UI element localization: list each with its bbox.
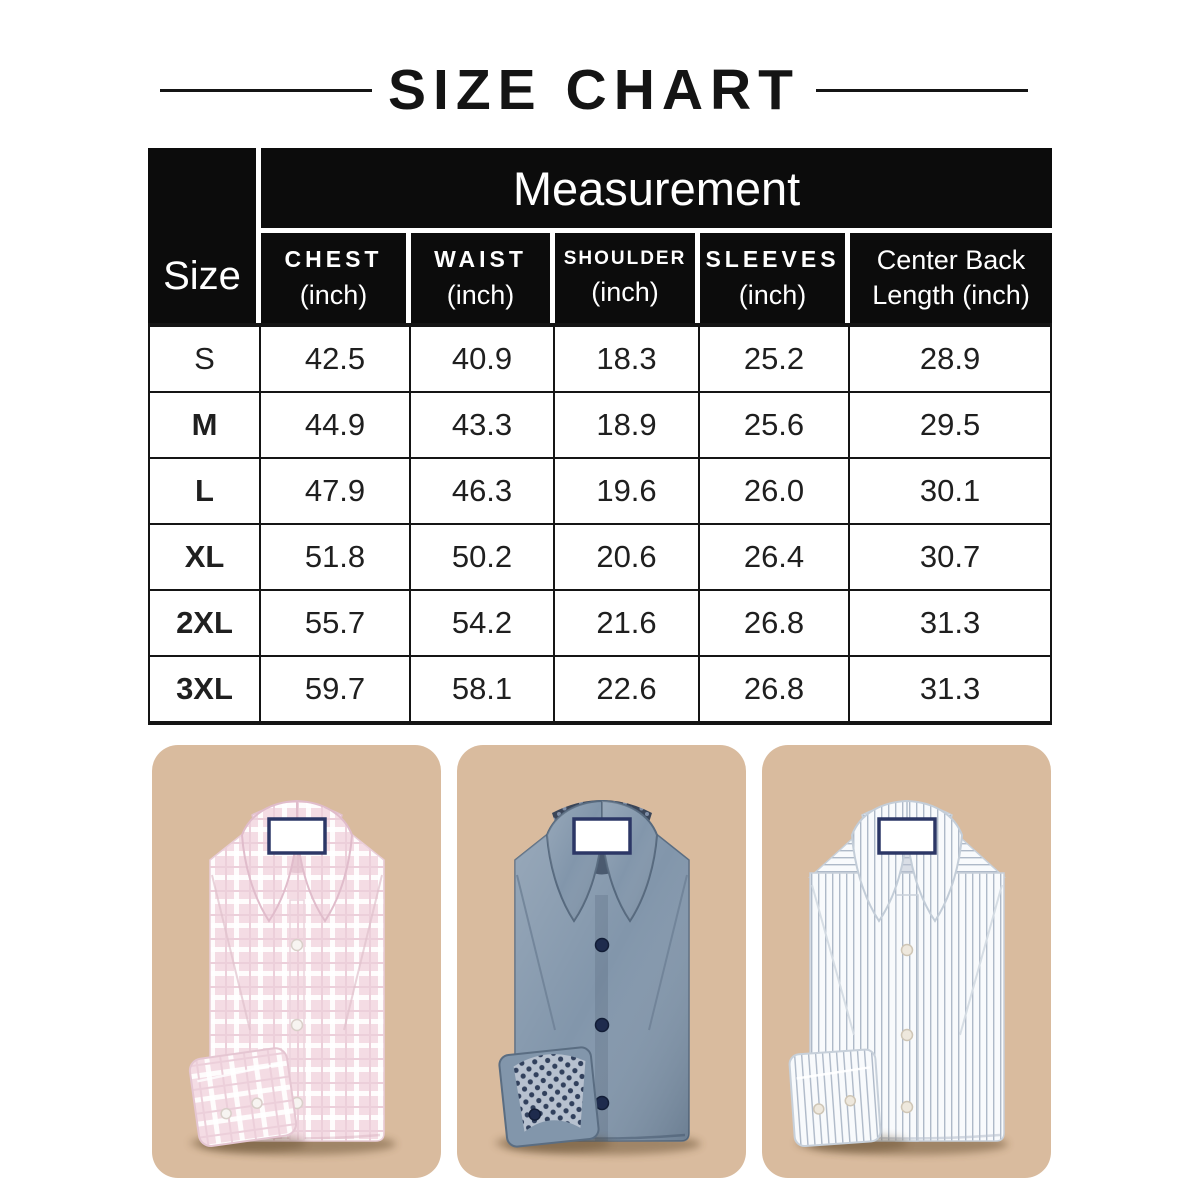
- size-chart-table: Size Measurement CHEST (inch) WAIST (inc…: [148, 148, 1053, 725]
- size-cell: 3XL: [148, 657, 261, 725]
- table-row-2xl: 2XL 55.7 54.2 21.6 26.8 31.3: [148, 591, 1053, 657]
- white-pinstripe-shirt-image: [762, 745, 1051, 1178]
- chest-cell: 44.9: [261, 393, 411, 459]
- back-length-cell: 30.1: [850, 459, 1053, 525]
- title-rule-left: [160, 88, 372, 92]
- placket: [895, 894, 919, 1142]
- shoulder-cell: 19.6: [555, 459, 700, 525]
- sleeves-cell: 25.2: [700, 323, 850, 393]
- chest-cell: 47.9: [261, 459, 411, 525]
- waist-cell: 40.9: [411, 323, 555, 393]
- folded-cuff: [498, 1046, 600, 1148]
- col-header-shoulder: SHOULDER (inch): [555, 233, 700, 323]
- shoulder-cell: 18.3: [555, 323, 700, 393]
- sleeves-cell: 26.8: [700, 591, 850, 657]
- chest-cell: 55.7: [261, 591, 411, 657]
- table-row-m: M 44.9 43.3 18.9 25.6 29.5: [148, 393, 1053, 459]
- buttons: [594, 937, 610, 1111]
- folded-cuff: [188, 1047, 298, 1147]
- col-header-waist: WAIST (inch): [411, 233, 555, 323]
- back-length-cell: 31.3: [850, 591, 1053, 657]
- table-row-l: L 47.9 46.3 19.6 26.0 30.1: [148, 459, 1053, 525]
- size-cell: XL: [148, 525, 261, 591]
- waist-cell: 43.3: [411, 393, 555, 459]
- size-table-body: S 42.5 40.9 18.3 25.2 28.9 M 44.9 43.3 1…: [148, 323, 1053, 725]
- collar-label: [572, 817, 632, 855]
- group-header-row: Size Measurement: [148, 148, 1053, 323]
- folded-shirt: [188, 799, 396, 1155]
- size-cell: S: [148, 323, 261, 393]
- product-card-blue-chambray: [457, 745, 746, 1178]
- product-card-white-pinstripe: [762, 745, 1051, 1178]
- table-row-s: S 42.5 40.9 18.3 25.2 28.9: [148, 323, 1053, 393]
- back-length-cell: 30.7: [850, 525, 1053, 591]
- folded-cuff: [788, 1048, 882, 1148]
- shoulder-cell: 18.9: [555, 393, 700, 459]
- back-length-cell: 29.5: [850, 393, 1053, 459]
- blue-chambray-shirt-image: [457, 745, 746, 1178]
- waist-cell: 50.2: [411, 525, 555, 591]
- waist-cell: 58.1: [411, 657, 555, 725]
- sleeves-cell: 26.0: [700, 459, 850, 525]
- page-title: SIZE CHART: [388, 58, 800, 122]
- pink-plaid-shirt-image: [152, 745, 441, 1178]
- column-header-row: CHEST (inch) WAIST (inch) SHOULDER (inch…: [148, 233, 1053, 323]
- shoulder-cell: 20.6: [555, 525, 700, 591]
- size-column-header: Size: [148, 148, 261, 323]
- waist-cell: 54.2: [411, 591, 555, 657]
- measurement-group-header: Measurement: [261, 148, 1053, 233]
- title-rule-right: [816, 88, 1028, 92]
- product-cards-row: [0, 745, 1200, 1178]
- folded-shirt: [788, 799, 1008, 1155]
- shoulder-cell: 22.6: [555, 657, 700, 725]
- table-row-xl: XL 51.8 50.2 20.6 26.4 30.7: [148, 525, 1053, 591]
- sleeves-cell: 26.8: [700, 657, 850, 725]
- col-header-sleeves: SLEEVES (inch): [700, 233, 850, 323]
- shoulder-cell: 21.6: [555, 591, 700, 657]
- chest-cell: 59.7: [261, 657, 411, 725]
- product-card-pink-plaid: [152, 745, 441, 1178]
- sleeves-cell: 26.4: [700, 525, 850, 591]
- chest-cell: 51.8: [261, 525, 411, 591]
- col-header-center-back-length: Center Back Length (inch): [850, 233, 1053, 323]
- size-cell: M: [148, 393, 261, 459]
- buttons: [290, 938, 304, 1110]
- table-row-3xl: 3XL 59.7 58.1 22.6 26.8 31.3: [148, 657, 1053, 725]
- col-header-chest: CHEST (inch): [261, 233, 411, 323]
- size-cell: 2XL: [148, 591, 261, 657]
- waist-cell: 46.3: [411, 459, 555, 525]
- sleeves-cell: 25.6: [700, 393, 850, 459]
- back-length-cell: 31.3: [850, 657, 1053, 725]
- size-cell: L: [148, 459, 261, 525]
- folded-shirt: [495, 799, 701, 1155]
- collar-label: [877, 817, 937, 855]
- title-row: SIZE CHART: [160, 58, 1028, 122]
- chest-cell: 42.5: [261, 323, 411, 393]
- collar-label: [267, 817, 327, 855]
- back-length-cell: 28.9: [850, 323, 1053, 393]
- buttons: [900, 943, 914, 1114]
